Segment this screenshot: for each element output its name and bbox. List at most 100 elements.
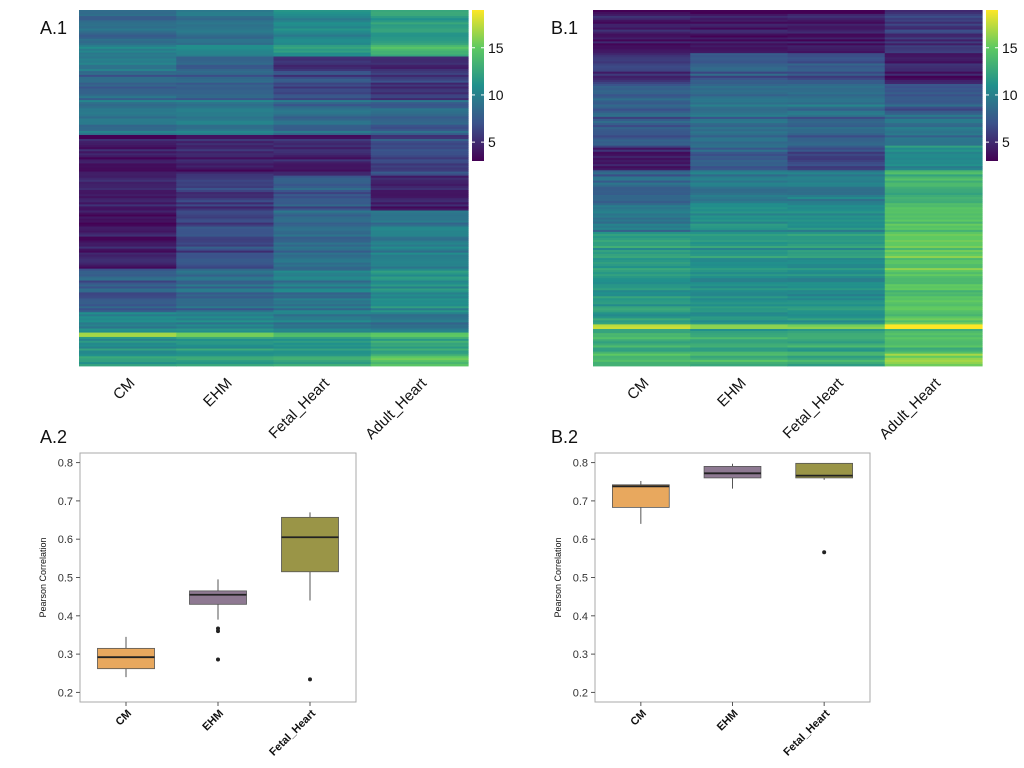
- heatmap-cell: [176, 328, 275, 331]
- heatmap-cell: [593, 296, 691, 299]
- heatmap-cell: [787, 184, 886, 188]
- heatmap-cell: [884, 10, 983, 13]
- heatmap-cell: [79, 54, 177, 57]
- heatmap-cell: [176, 28, 275, 31]
- heatmap-cell: [273, 262, 372, 266]
- heatmap-cell: [79, 48, 177, 52]
- heatmap-cell: [690, 294, 789, 297]
- heatmap-cell: [79, 302, 177, 305]
- heatmap-cell: [593, 151, 691, 155]
- heatmap-cell: [884, 211, 983, 214]
- heatmap-cell: [176, 202, 275, 205]
- heatmap-cell: [176, 167, 275, 170]
- heatmap-cell: [690, 162, 789, 165]
- heatmap-cell: [370, 276, 469, 279]
- heatmap-cell: [370, 20, 469, 23]
- heatmap-cell: [273, 153, 372, 156]
- heatmap-cell: [273, 364, 372, 367]
- heatmap-cell: [593, 35, 691, 38]
- heatmap-cell: [593, 15, 691, 19]
- heatmap-cell: [884, 333, 983, 336]
- heatmap-cell: [593, 123, 691, 126]
- colorbar-tick-label: 5: [488, 134, 496, 150]
- heatmap-cell: [787, 302, 886, 305]
- heatmap-cell: [176, 282, 275, 285]
- heatmap-cell: [79, 14, 177, 17]
- heatmap-cell: [79, 134, 177, 138]
- heatmap-cell: [690, 308, 789, 311]
- heatmap-cell: [79, 262, 177, 266]
- heatmap-cell: [273, 28, 372, 31]
- heatmap-cell: [690, 284, 789, 287]
- heatmap-cell: [273, 48, 372, 52]
- heatmap-cell: [370, 252, 469, 256]
- heatmap-cell: [79, 165, 177, 168]
- heatmap-cell: [787, 51, 886, 54]
- heatmap-cell: [690, 252, 789, 255]
- heatmap-cell: [370, 258, 469, 262]
- heatmap-cell: [79, 248, 177, 251]
- heatmap-cell: [787, 11, 886, 15]
- heatmap-cell: [370, 364, 469, 367]
- heatmap-cell: [884, 306, 983, 309]
- heatmap-cell: [690, 192, 789, 196]
- y-tick-label: 0.7: [573, 496, 588, 508]
- heatmap-cell: [690, 201, 789, 204]
- heatmap-cell: [176, 320, 275, 323]
- heatmap-cell: [79, 173, 177, 177]
- heatmap-cell: [593, 75, 691, 79]
- heatmap-cell: [273, 244, 372, 247]
- heatmap-cell: [176, 141, 275, 144]
- heatmap-cell: [884, 114, 983, 118]
- heatmap-cell: [593, 343, 691, 346]
- heatmap-cell: [370, 122, 469, 126]
- heatmap-cell: [176, 276, 275, 279]
- heatmap-cell: [79, 149, 177, 152]
- colorbar-tick-label: 10: [1002, 87, 1018, 103]
- heatmap-cell: [176, 262, 275, 266]
- heatmap-cell: [787, 149, 886, 153]
- heatmap-cell: [273, 151, 372, 154]
- heatmap-cell: [593, 81, 691, 85]
- heatmap-cell: [884, 248, 983, 251]
- heatmap-cell: [690, 104, 789, 107]
- heatmap-cell: [884, 81, 983, 85]
- heatmap-cell: [79, 340, 177, 344]
- heatmap-cell: [79, 18, 177, 21]
- heatmap-cell: [593, 19, 691, 23]
- heatmap-cell: [79, 212, 177, 215]
- heatmap-cell: [690, 353, 789, 357]
- heatmap-cell: [690, 221, 789, 225]
- heatmap-cell: [370, 338, 469, 342]
- heatmap-cell: [690, 250, 789, 253]
- heatmap-cell: [690, 166, 789, 169]
- heatmap-cell: [884, 345, 983, 348]
- heatmap-cell: [370, 42, 469, 46]
- heatmap-cell: [884, 112, 983, 116]
- heatmap-cell: [370, 224, 469, 227]
- heatmap-cell: [593, 41, 691, 44]
- heatmap-cell: [79, 270, 177, 274]
- heatmap-cell: [690, 41, 789, 44]
- heatmap-cell: [690, 61, 789, 64]
- heatmap-cell: [884, 245, 983, 249]
- heatmap-cell: [593, 120, 691, 124]
- heatmap-cell: [593, 51, 691, 54]
- heatmap-cell: [79, 171, 177, 175]
- heatmap-cell: [176, 56, 275, 59]
- heatmap-cell: [79, 196, 177, 199]
- box: [703, 466, 762, 479]
- heatmap-cell: [884, 77, 983, 81]
- heatmap-cell: [593, 96, 691, 99]
- boxplot-layer: 0.2 0.3 0.4 0.5 0.6 0.7 0.8 CM EHM Fetal_Heart Pea…: [38, 427, 871, 758]
- heatmap-cell: [273, 50, 372, 54]
- heatmap-cell: [787, 55, 886, 58]
- heatmap-cell: [690, 43, 789, 46]
- heatmap-cell: [593, 282, 691, 285]
- heatmap-cell: [884, 264, 983, 267]
- heatmap-cell: [273, 278, 372, 281]
- y-tick-label: 0.4: [573, 611, 588, 623]
- heatmap-cell: [370, 316, 469, 319]
- heatmap-cell: [593, 243, 691, 247]
- heatmap-cell: [176, 98, 275, 101]
